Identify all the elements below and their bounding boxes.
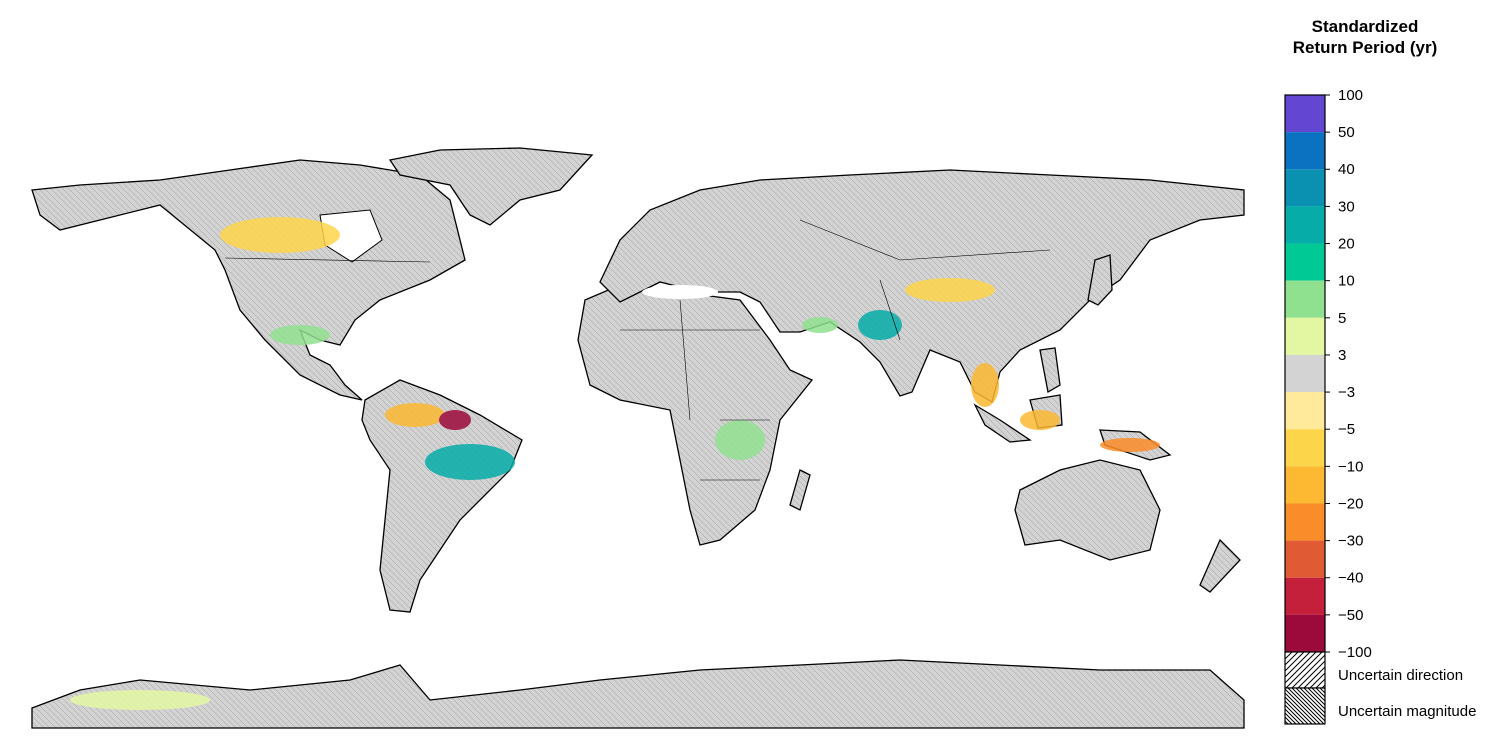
anomaly-patches [70, 217, 1160, 710]
legend-tick-label: −50 [1338, 607, 1363, 624]
patch [270, 325, 330, 345]
legend-tick-label: 40 [1338, 161, 1355, 178]
legend-tick-label: −20 [1338, 495, 1363, 512]
legend-tick-label: 100 [1338, 87, 1363, 104]
legend-bin [1285, 503, 1325, 541]
legend-bin [1285, 317, 1325, 355]
legend-title: Standardized Return Period (yr) [1292, 17, 1438, 57]
patch [858, 310, 902, 340]
north-america [31, 159, 466, 401]
legend-tick-label: 10 [1338, 273, 1355, 290]
legend-bin [1285, 466, 1325, 504]
patch [439, 410, 471, 430]
madagascar [789, 469, 811, 511]
legend-tick-label: −40 [1338, 570, 1363, 587]
patch [425, 444, 515, 480]
patch [971, 363, 999, 407]
borders [224, 219, 1051, 481]
patch [715, 420, 765, 460]
legend-tick-label: −3 [1338, 384, 1355, 401]
patch [802, 317, 838, 333]
legend-bin [1285, 577, 1325, 615]
legend-bin [1285, 95, 1325, 133]
legend-bin [1285, 429, 1325, 467]
legend-tick-label: −30 [1338, 533, 1363, 550]
legend-tick-label: −10 [1338, 458, 1363, 475]
patch [1100, 438, 1160, 452]
hatch-label: Uncertain magnitude [1338, 703, 1476, 720]
hatch-swatch [1284, 651, 1326, 689]
patch [905, 278, 995, 302]
indonesia-west [973, 403, 1032, 443]
legend-bin [1285, 392, 1325, 430]
legend-bin [1285, 169, 1325, 207]
legend-tick-label: 5 [1338, 310, 1346, 327]
patch [70, 690, 210, 710]
legend-tick-label: 30 [1338, 198, 1355, 215]
legend-tick-label: 3 [1338, 347, 1346, 364]
hatch-swatch [1284, 687, 1326, 725]
legend-bin [1285, 280, 1325, 318]
hatch-label: Uncertain direction [1338, 667, 1463, 684]
greenland [388, 147, 594, 226]
patch [385, 403, 445, 427]
legend-tick-label: −100 [1338, 644, 1372, 661]
legend-tick-label: 20 [1338, 236, 1355, 253]
world-map [31, 147, 1245, 729]
philippines [1039, 347, 1061, 394]
legend-bin [1285, 132, 1325, 170]
south-america [361, 379, 523, 613]
legend-bin [1285, 540, 1325, 578]
antarctica [31, 659, 1245, 729]
mediterranean [642, 285, 718, 299]
new-zealand [1199, 538, 1241, 593]
legend-tick-label: −5 [1338, 421, 1355, 438]
legend-tick-label: 50 [1338, 124, 1355, 141]
legend-bin [1285, 243, 1325, 281]
australia [1014, 459, 1161, 561]
legend-bin [1285, 354, 1325, 393]
legend-bin [1285, 614, 1325, 652]
patch [220, 217, 340, 253]
japan [1087, 254, 1113, 306]
patch [1020, 410, 1060, 430]
legend-bin [1285, 206, 1325, 244]
